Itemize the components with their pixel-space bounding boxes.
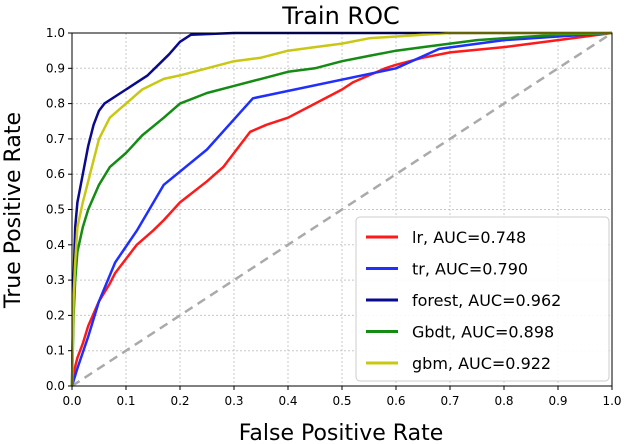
legend-label: tr, AUC=0.790 — [412, 260, 528, 279]
y-tick-label: 0.4 — [46, 238, 65, 252]
chance-diagonal — [71, 31, 613, 388]
y-tick-label: 0.3 — [46, 273, 65, 287]
y-tick-label: 0.6 — [46, 167, 65, 181]
y-tick-label: 0.7 — [46, 132, 65, 146]
roc-line-3 — [70, 31, 613, 387]
y-tick-label: 0.8 — [46, 97, 65, 111]
x-tick-label: 0.0 — [62, 394, 81, 408]
x-tick-label: 0.4 — [278, 394, 297, 408]
legend-label: Gbdt, AUC=0.898 — [412, 323, 554, 342]
x-tick-label: 0.2 — [170, 394, 189, 408]
x-tick-label: 0.8 — [494, 394, 513, 408]
x-tick-label: 0.5 — [332, 394, 351, 408]
x-tick-label: 0.9 — [548, 394, 567, 408]
x-ticks: 0.0 0.1 0.2 0.3 0.4 0.5 0.6 0.7 0.8 0.9 1.0 — [62, 386, 622, 408]
y-tick-label: 1.0 — [46, 26, 65, 40]
y-ticks: 0.0 0.1 0.2 0.3 0.4 0.5 0.6 0.7 0.8 0.9 1.0 — [46, 26, 72, 393]
y-tick-label: 0.0 — [46, 379, 65, 393]
y-axis-label: True Positive Rate — [1, 112, 26, 309]
y-tick-label: 0.2 — [46, 308, 65, 322]
y-tick-label: 0.5 — [46, 203, 65, 217]
legend-box — [355, 216, 610, 382]
y-tick-label: 0.9 — [46, 61, 65, 75]
x-tick-label: 1.0 — [602, 394, 621, 408]
x-tick-label: 0.3 — [224, 394, 243, 408]
x-tick-label: 0.7 — [440, 394, 459, 408]
legend-label: lr, AUC=0.748 — [412, 228, 526, 247]
legend-label: gbm, AUC=0.922 — [412, 354, 551, 373]
x-axis-label: False Positive Rate — [239, 421, 443, 444]
legend-label: forest, AUC=0.962 — [412, 291, 561, 310]
x-tick-label: 0.1 — [116, 394, 135, 408]
x-tick-label: 0.6 — [386, 394, 405, 408]
legend: lr, AUC=0.748 tr, AUC=0.790 forest, AUC=0.… — [355, 216, 610, 382]
roc-line-4 — [70, 31, 612, 387]
roc-line-1 — [70, 31, 613, 387]
y-tick-label: 0.1 — [46, 344, 65, 358]
chart-title: Train ROC — [281, 2, 400, 30]
